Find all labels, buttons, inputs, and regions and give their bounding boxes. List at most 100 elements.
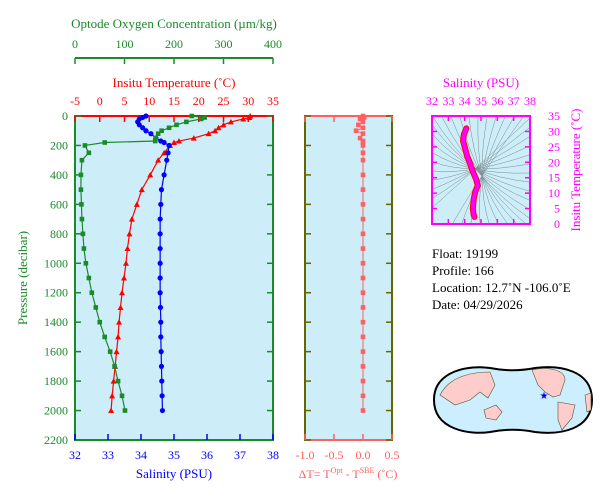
float-location-star-icon: ★ (540, 391, 549, 402)
salinity-point (159, 407, 166, 414)
ts-curve (461, 126, 480, 219)
salinity-point (161, 139, 167, 146)
temperature-point (155, 157, 162, 163)
oxygen-point (153, 135, 158, 141)
salinity-tick-label: 34 (135, 448, 147, 462)
delta-t-point (360, 150, 366, 156)
temperature-point (122, 260, 129, 266)
pressure-tick-label: 2000 (44, 404, 68, 418)
ts-salinity-tick-label: 36 (491, 94, 503, 108)
salinity-point (159, 378, 165, 384)
salinity-point (157, 245, 163, 252)
delta-t-point (360, 408, 366, 413)
delta-t-point (360, 334, 366, 340)
delta-t-tick-label: -1.0 (296, 448, 315, 462)
pressure-tick-label: 1800 (44, 374, 68, 388)
delta-t-point (360, 187, 366, 192)
salinity-tick-label: 36 (201, 448, 213, 462)
ts-salinity-tick-label: 32 (426, 94, 438, 108)
map-land-south-america (557, 401, 576, 431)
main-axes-ticks: 0200400600800100012001400160018002000220… (44, 37, 282, 462)
delta-t-point (360, 119, 366, 125)
oxygen-point (79, 216, 85, 222)
delta-t-panel: ΔT= TOpt - TSBE (˚C) -1.0 -0.5 0.0 0.5 (296, 113, 400, 481)
delta-t-point (360, 216, 366, 222)
temperature-point (108, 407, 115, 414)
oxygen-tick-label: 200 (165, 37, 183, 51)
oxygen-point (166, 125, 172, 131)
salinity-point (165, 150, 171, 156)
ts-diagram-panel: Salinity (PSU) Insitu Temperature (˚C) 3… (426, 75, 583, 232)
delta-t-point (357, 116, 363, 122)
temperature-point (133, 201, 140, 207)
temperature-point (128, 216, 135, 222)
ts-temperature-tick-label: 15 (548, 171, 560, 185)
delta-t-point (360, 125, 366, 131)
temperature-point (161, 149, 168, 156)
temperature-point (240, 115, 247, 122)
delta-t-title-base: ΔT= T (299, 467, 332, 481)
temperature-point (147, 171, 154, 178)
oxygen-point (93, 305, 99, 310)
ts-salinity-tick-label: 37 (508, 94, 520, 108)
oxygen-point (89, 290, 95, 296)
salinity-tick-label: 33 (102, 448, 114, 462)
temperature-point (126, 230, 133, 237)
temperature-point (115, 333, 122, 340)
oxygen-axis-title: Optode Oxygen Concentration (µm/kg) (71, 16, 277, 31)
oxygen-point (107, 349, 113, 354)
oxygen-point (79, 202, 84, 207)
ts-temperature-tick-label: 30 (548, 124, 560, 138)
temperature-point (113, 348, 120, 355)
oxygen-tick-label: 100 (116, 37, 134, 51)
oxygen-point (174, 122, 179, 128)
oxygen-point (155, 131, 161, 136)
oxygen-point (97, 319, 103, 325)
ts-temperature-tick-label: 5 (554, 202, 560, 216)
delta-t-point (360, 349, 366, 354)
pressure-tick-label: 1400 (44, 315, 68, 329)
delta-t-point (360, 157, 366, 163)
salinity-tick-label: 32 (69, 448, 81, 462)
temperature-point (190, 135, 197, 141)
salinity-tick-label: 38 (267, 448, 279, 462)
delta-t-point (360, 290, 366, 296)
salinity-point (158, 334, 164, 340)
salinity-point (157, 231, 163, 237)
delta-t-title-sup-opt: Opt (331, 466, 344, 475)
oxygen-tick-label: 400 (264, 37, 282, 51)
map-land-north-america (531, 368, 566, 398)
delta-t-tick-label: 0.5 (385, 448, 400, 462)
delta-t-plot-area (304, 115, 393, 441)
salinity-point (143, 128, 149, 134)
oxygen-point (78, 172, 84, 178)
ts-temperature-tick-label: 25 (548, 140, 560, 154)
temperature-point (205, 130, 212, 137)
delta-t-point (361, 115, 367, 120)
salinity-point (157, 290, 163, 296)
salinity-point (157, 216, 163, 222)
main-profile-panel: Optode Oxygen Concentration (µm/kg) Insi… (15, 16, 282, 481)
oxygen-point (102, 334, 107, 340)
temperature-tick-label: 0 (97, 94, 103, 108)
temperature-tick-label: 5 (122, 94, 128, 108)
main-plot-area (74, 115, 274, 441)
temperature-point (119, 289, 126, 296)
date: Date: 04/29/2026 (432, 297, 523, 312)
temperature-point (171, 139, 177, 146)
location: Location: 12.7˚N -106.0˚E (432, 280, 571, 295)
temperature-point (212, 127, 219, 134)
temperature-point (138, 186, 145, 193)
delta-t-point (360, 246, 366, 251)
oxygen-point (79, 157, 85, 163)
temperature-tick-label: -5 (70, 94, 80, 108)
delta-t-point (360, 364, 366, 369)
delta-t-point (360, 393, 366, 399)
map-land-africa (584, 392, 592, 413)
map-land-australia (483, 404, 503, 421)
temperature-point (110, 378, 117, 384)
ts-salinity-tick-label: 33 (442, 94, 454, 108)
temperature-point (124, 245, 131, 252)
oxygen-point (80, 231, 86, 237)
salinity-point (159, 393, 165, 399)
